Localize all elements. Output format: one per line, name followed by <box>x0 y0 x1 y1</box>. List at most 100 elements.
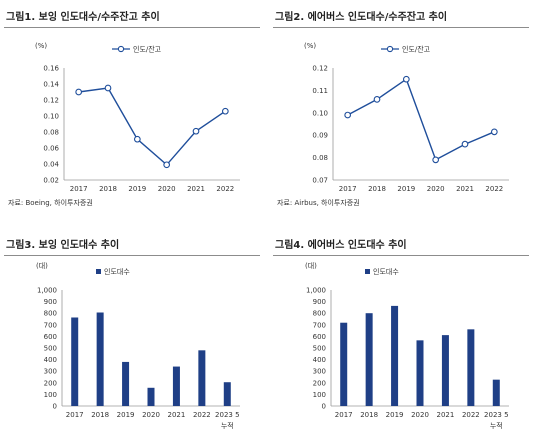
legend-label: 인도/잔고 <box>402 45 431 54</box>
y-tick-label: 800 <box>44 310 57 318</box>
y-tick-label: 0 <box>322 403 326 411</box>
line-chart-airbus-ratio: (%) 0.07 0.08 0.09 0.10 0.11 0.12 2017 2018 2019 2… <box>304 42 509 193</box>
chart-panel-3: 그림3. 보잉 인도대수 추이 (대) 0 100 200 300 400 500 600 70… <box>4 228 266 440</box>
chart-source: 자료: Airbus, 하이투자증권 <box>277 199 360 207</box>
bar <box>96 312 104 406</box>
data-point <box>490 128 498 136</box>
x-tick-label: 2021 <box>437 411 455 419</box>
y-tick-label: 0.06 <box>43 145 59 153</box>
y-tick-label: 0.10 <box>312 109 328 117</box>
x-tick-label: 2017 <box>339 185 357 193</box>
unit-label: (대) <box>305 262 317 270</box>
y-tick-label: 400 <box>44 356 57 364</box>
chart-panel-4: 그림4. 에어버스 인도대수 추이 (대) 0 100 200 300 400 500 600… <box>273 228 535 440</box>
x-tick-label: 2021 <box>187 185 205 193</box>
x-tick-label: 2018 <box>360 411 378 419</box>
y-tick-label: 0.10 <box>43 113 59 121</box>
bar <box>467 329 475 406</box>
data-point <box>373 96 381 103</box>
y-tick-label: 100 <box>313 391 326 399</box>
unit-label: (%) <box>35 42 47 50</box>
legend-swatch <box>96 269 101 274</box>
bar <box>391 305 399 406</box>
y-tick-label: 700 <box>44 321 57 329</box>
x-tick-label: 2017 <box>70 185 88 193</box>
y-tick-label: 500 <box>313 345 326 353</box>
chart-panel-2: 그림2. 에어버스 인도대수/수주잔고 추이 (%) 0.07 0.08 0.09 0.… <box>273 0 535 212</box>
legend-marker <box>117 45 125 53</box>
series-line <box>78 87 226 166</box>
x-tick-label: 2022 <box>216 185 234 193</box>
y-tick-label: 800 <box>313 310 326 318</box>
y-tick-label: 500 <box>44 345 57 353</box>
bar <box>147 387 155 406</box>
chart-title: 그림4. 에어버스 인도대수 추이 <box>275 240 407 251</box>
data-point <box>133 135 141 143</box>
y-tick-label: 0.07 <box>312 177 328 185</box>
y-tick-label: 1,000 <box>306 287 326 295</box>
bar <box>492 379 500 406</box>
series-line <box>347 78 495 161</box>
data-point <box>75 88 83 96</box>
line-chart-boeing-ratio: (%) 0.02 0.04 0.06 0.08 0.10 0.12 0.14 0.16 2017 2… <box>35 42 240 193</box>
x-tick-sublabel: 누적 <box>221 421 234 430</box>
bar-chart-airbus-deliveries: (대) 0 100 200 300 400 500 600 700 800 900 1,000 2017… <box>305 262 509 430</box>
y-tick-label: 0.04 <box>43 161 59 169</box>
data-point <box>432 156 440 164</box>
legend-swatch <box>365 269 370 274</box>
x-tick-label: 2021 <box>456 185 474 193</box>
bar <box>71 317 79 406</box>
x-tick-sublabel: 누적 <box>490 421 503 430</box>
x-tick-label: 2019 <box>117 411 135 419</box>
x-tick-label: 2020 <box>158 185 176 193</box>
data-point <box>344 111 352 119</box>
x-tick-label: 2017 <box>335 411 353 419</box>
x-tick-label: 2021 <box>168 411 186 419</box>
y-tick-label: 0.12 <box>43 97 59 105</box>
y-tick-label: 300 <box>313 368 326 376</box>
bar <box>223 382 231 406</box>
title-divider <box>273 255 529 256</box>
title-divider <box>4 27 260 28</box>
y-tick-label: 0.08 <box>43 129 59 137</box>
y-tick-label: 600 <box>44 333 57 341</box>
bar <box>340 322 348 406</box>
data-point <box>461 140 469 148</box>
y-tick-label: 0.08 <box>312 154 328 162</box>
y-tick-label: 0 <box>53 403 57 411</box>
y-tick-label: 400 <box>313 356 326 364</box>
y-tick-label: 200 <box>44 379 57 387</box>
x-tick-label: 2023 5 <box>484 411 509 419</box>
y-tick-label: 0.14 <box>43 81 59 89</box>
x-tick-label: 2017 <box>66 411 84 419</box>
data-point <box>402 75 410 83</box>
bar <box>416 340 424 406</box>
bar <box>198 350 206 406</box>
legend-label: 인도대수 <box>373 267 399 276</box>
x-tick-label: 2018 <box>99 185 117 193</box>
legend-label: 인도/잔고 <box>133 45 162 54</box>
data-point <box>104 84 112 92</box>
data-point <box>192 127 200 135</box>
x-tick-label: 2018 <box>368 185 386 193</box>
x-tick-label: 2019 <box>397 185 415 193</box>
data-point <box>163 161 171 169</box>
x-tick-label: 2022 <box>485 185 503 193</box>
x-tick-label: 2020 <box>411 411 429 419</box>
y-tick-label: 0.16 <box>43 65 59 73</box>
y-tick-label: 0.09 <box>312 132 328 140</box>
y-tick-label: 300 <box>44 368 57 376</box>
x-tick-label: 2020 <box>427 185 445 193</box>
unit-label: (대) <box>36 262 48 270</box>
y-tick-label: 900 <box>313 298 326 306</box>
y-tick-label: 200 <box>313 379 326 387</box>
x-tick-label: 2022 <box>193 411 211 419</box>
legend-label: 인도대수 <box>104 267 130 276</box>
chart-title: 그림3. 보잉 인도대수 추이 <box>6 240 120 251</box>
title-divider <box>4 255 260 256</box>
y-tick-label: 900 <box>44 298 57 306</box>
y-tick-label: 700 <box>313 321 326 329</box>
x-tick-label: 2020 <box>142 411 160 419</box>
unit-label: (%) <box>304 42 316 50</box>
y-tick-label: 0.12 <box>312 65 328 73</box>
